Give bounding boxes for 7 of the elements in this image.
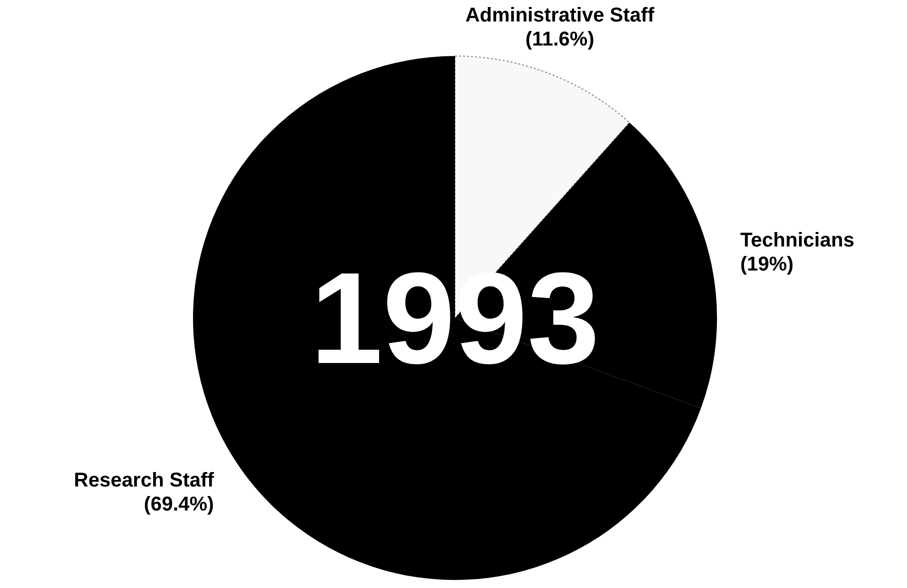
slice-label: Administrative Staff [465,4,655,26]
data-label: (19%) [740,254,794,276]
slice-label: Research Staff [74,469,214,492]
slice-label: Technicians [740,230,854,252]
data-label: (11.6%) [525,28,594,50]
text: 1993 [310,245,600,391]
data-label: (69.4%) [144,493,214,516]
